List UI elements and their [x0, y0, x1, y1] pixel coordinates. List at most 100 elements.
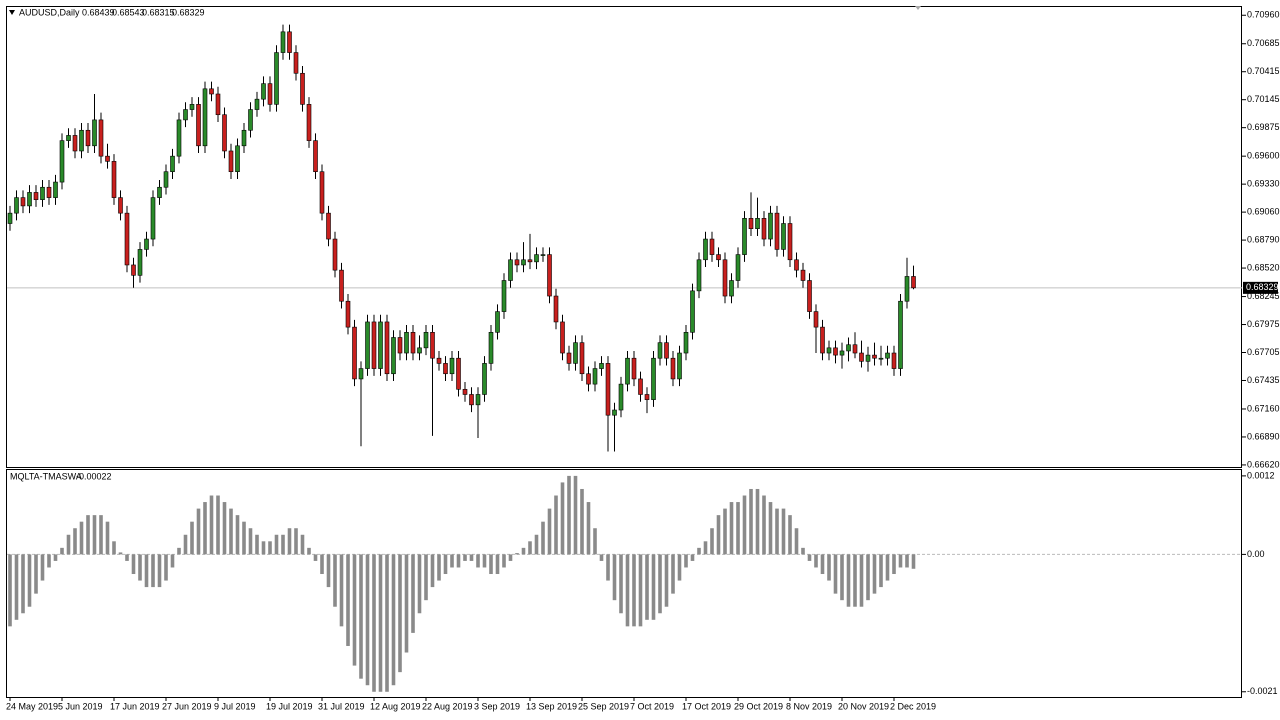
histogram-bar: [476, 554, 480, 568]
histogram-bar: [606, 554, 610, 581]
candle-body: [794, 259, 799, 271]
histogram-bar: [326, 554, 331, 588]
histogram-bar: [255, 534, 259, 555]
histogram-bar: [463, 554, 467, 561]
histogram-bar: [92, 515, 97, 555]
x-tick-label: 22 Aug 2019: [422, 701, 473, 711]
histogram-bar: [833, 554, 838, 594]
candle-body: [683, 332, 689, 354]
histogram-bar: [651, 554, 656, 620]
histogram-bar: [840, 554, 844, 601]
histogram-bar: [872, 554, 877, 594]
histogram-bar: [450, 554, 454, 568]
histogram-bar: [593, 528, 597, 555]
histogram-bar: [658, 554, 662, 614]
candle-body: [469, 394, 474, 406]
candle-body: [46, 186, 52, 198]
candle-body: [79, 129, 84, 152]
histogram-bar: [534, 534, 539, 555]
histogram-bar: [268, 541, 272, 555]
candle-body: [163, 171, 169, 188]
y-tick-label: 0.68520: [1247, 262, 1280, 272]
y-tick-label: 0.66890: [1247, 431, 1280, 441]
histogram-bar: [521, 547, 526, 555]
candle-body: [501, 280, 507, 312]
x-tick-label: 31 Jul 2019: [318, 701, 365, 711]
histogram-bar: [378, 554, 383, 692]
candle-body: [638, 378, 643, 395]
candle-body: [781, 223, 786, 250]
candle-body: [898, 300, 903, 369]
candle-body: [53, 181, 58, 198]
candle-body: [293, 52, 299, 74]
ohlc-low: 0.68315: [142, 7, 175, 17]
histogram-bar: [502, 554, 506, 568]
x-tick-label: 5 Jun 2019: [58, 701, 103, 711]
candle-body: [716, 254, 721, 261]
histogram-bar: [541, 521, 545, 555]
candle-body: [696, 259, 702, 292]
candle-body: [85, 129, 91, 147]
histogram-bar: [697, 547, 701, 555]
x-tick-label: 20 Nov 2019: [838, 701, 889, 711]
histogram-bar: [781, 508, 786, 555]
histogram-bar: [242, 521, 246, 555]
histogram-bar: [118, 552, 123, 555]
candle-body: [215, 93, 221, 116]
candle-body: [319, 171, 325, 214]
candle-body: [670, 357, 676, 380]
histogram-bar: [424, 554, 428, 601]
histogram-bar: [157, 554, 162, 588]
candle-body: [98, 119, 104, 157]
candle-body: [384, 321, 390, 375]
histogram-bar: [632, 554, 636, 627]
histogram-bar: [359, 554, 363, 679]
y-tick-label: 0.69600: [1247, 151, 1280, 161]
candle-body: [228, 150, 234, 173]
y-tick-label: 0.68790: [1247, 234, 1280, 244]
candle-body: [287, 31, 292, 53]
histogram-bar: [573, 475, 578, 555]
candle-body: [14, 197, 19, 214]
histogram-bar: [729, 502, 734, 555]
menu-triangle[interactable]: [9, 10, 15, 15]
histogram-bar: [177, 547, 181, 555]
histogram-bar: [482, 554, 487, 568]
candle-body: [176, 119, 182, 157]
histogram-bar: [580, 488, 584, 555]
candle-body: [826, 347, 832, 354]
histogram-bar: [430, 554, 435, 588]
candle-body: [475, 394, 481, 406]
histogram-bar: [820, 554, 825, 575]
candle-body: [202, 88, 208, 147]
candle-body: [111, 161, 117, 198]
candle-body: [40, 186, 45, 200]
candle-body: [508, 259, 513, 281]
candle-body: [488, 332, 494, 364]
histogram-bar: [859, 554, 864, 607]
histogram-bar: [443, 554, 448, 575]
candle-body: [768, 212, 773, 240]
histogram-bar: [801, 547, 805, 555]
histogram-bar: [814, 554, 818, 568]
candle-body: [118, 197, 123, 214]
histogram-bar: [911, 554, 916, 569]
histogram-bar: [905, 554, 909, 568]
x-tick-label: 3 Sep 2019: [474, 701, 520, 711]
x-tick-label: 12 Aug 2019: [370, 701, 421, 711]
histogram-bar: [671, 554, 675, 594]
histogram-bar: [827, 554, 831, 581]
histogram-bar: [164, 554, 168, 581]
candle-body: [852, 344, 858, 354]
candle-body: [800, 269, 806, 281]
histogram-bar: [599, 554, 604, 561]
histogram-bar: [274, 534, 279, 555]
histogram-bar: [437, 554, 441, 581]
candle-body: [514, 259, 520, 266]
candle-body: [300, 72, 305, 105]
histogram-bar: [866, 554, 870, 601]
histogram-bar: [417, 554, 422, 614]
candle-body: [7, 212, 13, 224]
candle-body: [605, 363, 611, 416]
candle-body: [644, 394, 650, 400]
